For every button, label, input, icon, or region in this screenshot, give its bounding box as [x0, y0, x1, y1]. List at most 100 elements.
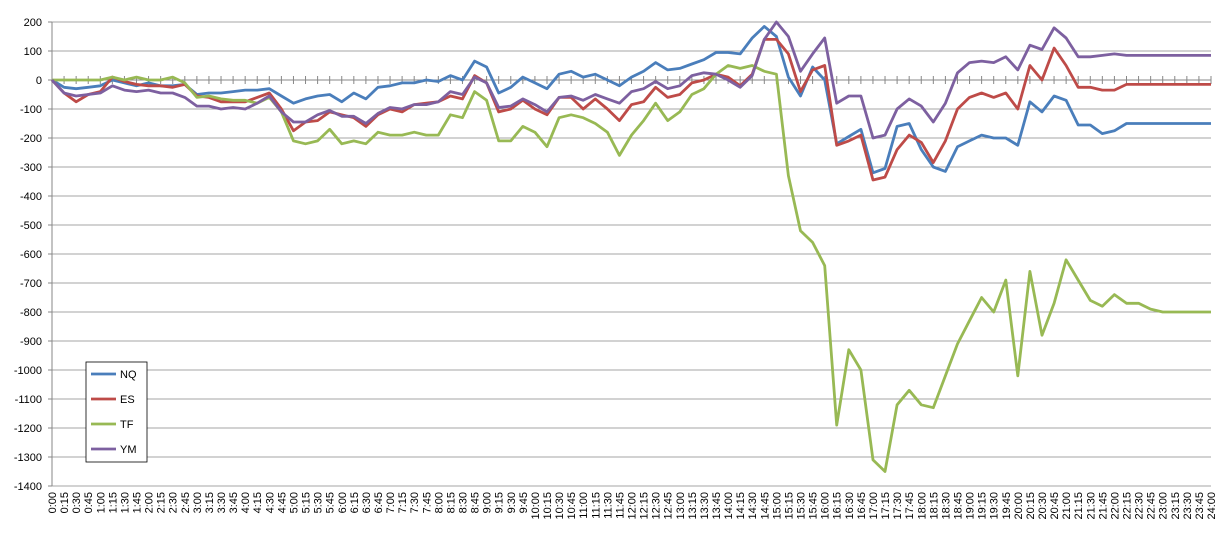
x-tick-label: 8:30 — [457, 492, 469, 513]
x-tick-label: 22:45 — [1146, 492, 1158, 520]
x-tick-label: 16:45 — [856, 492, 868, 520]
x-tick-label: 5:30 — [313, 492, 325, 513]
y-tick-label: -900 — [20, 336, 42, 348]
x-tick-label: 4:00 — [240, 492, 252, 513]
x-tick-label: 23:15 — [1170, 492, 1182, 520]
x-tick-label: 23:00 — [1158, 492, 1170, 520]
x-tick-label: 11:15 — [590, 492, 602, 519]
x-tick-label: 1:15 — [107, 492, 119, 513]
x-tick-label: 4:45 — [276, 492, 288, 513]
x-tick-label: 3:30 — [216, 492, 228, 513]
x-tick-label: 17:30 — [892, 492, 904, 520]
x-tick-label: 5:00 — [288, 492, 300, 513]
x-tick-label: 7:30 — [409, 492, 421, 513]
x-tick-label: 21:30 — [1085, 492, 1097, 520]
x-tick-label: 9:15 — [494, 492, 506, 513]
series-line — [51, 24, 1211, 175]
x-tick-label: 2:00 — [144, 492, 156, 513]
y-tick-label: -400 — [20, 191, 42, 203]
x-tick-label: 10:15 — [542, 492, 554, 520]
x-tick-label: 12:15 — [639, 492, 651, 520]
x-tick-label: 6:15 — [349, 492, 361, 513]
x-tick-label: 12:30 — [651, 492, 663, 520]
x-tick-label: 20:45 — [1049, 492, 1061, 520]
x-tick-label: 0:00 — [47, 492, 59, 513]
x-tick-label: 9:00 — [482, 492, 494, 513]
x-tick-label: 16:15 — [832, 492, 844, 520]
x-tick-label: 24:00 — [1206, 492, 1218, 520]
x-tick-label: 13:00 — [675, 492, 687, 520]
y-tick-label: -700 — [20, 278, 42, 290]
x-tick-label: 4:15 — [252, 492, 264, 513]
x-tick-label: 15:45 — [808, 492, 820, 520]
x-tick-label: 8:00 — [433, 492, 445, 513]
x-tick-label: 11:45 — [614, 492, 626, 519]
x-tick-label: 6:45 — [373, 492, 385, 513]
x-tick-label: 13:30 — [699, 492, 711, 520]
legend-label: YM — [120, 444, 137, 456]
x-tick-label: 0:15 — [59, 492, 71, 513]
x-tick-label: 20:00 — [1013, 492, 1025, 520]
x-tick-label: 2:30 — [168, 492, 180, 513]
x-tick-label: 8:15 — [445, 492, 457, 513]
x-tick-label: 12:00 — [627, 492, 639, 520]
x-tick-label: 21:00 — [1061, 492, 1073, 520]
y-tick-label: 100 — [24, 46, 42, 58]
y-tick-label: 200 — [24, 17, 42, 29]
x-tick-label: 11:00 — [578, 492, 590, 519]
x-tick-label: 22:30 — [1134, 492, 1146, 520]
x-tick-label: 22:15 — [1121, 492, 1133, 520]
x-tick-label: 17:45 — [904, 492, 916, 520]
x-tick-label: 18:30 — [940, 492, 952, 520]
x-tick-label: 1:00 — [95, 492, 107, 513]
x-tick-label: 6:30 — [361, 492, 373, 513]
x-tick-label: 5:15 — [301, 492, 313, 513]
x-tick-label: 14:15 — [735, 492, 747, 520]
x-tick-label: 19:45 — [1001, 492, 1013, 520]
x-tick-label: 10:30 — [554, 492, 566, 520]
x-tick-label: 15:15 — [783, 492, 795, 520]
x-tick-label: 9:45 — [518, 492, 530, 513]
legend-box — [85, 361, 148, 463]
x-tick-label: 3:15 — [204, 492, 216, 513]
x-tick-label: 10:00 — [530, 492, 542, 520]
x-tick-label: 2:15 — [156, 492, 168, 513]
x-tick-label: 3:00 — [192, 492, 204, 513]
y-tick-label: -1100 — [15, 394, 42, 406]
y-tick-label: 0 — [36, 75, 42, 87]
x-tick-label: 23:30 — [1182, 492, 1194, 520]
legend-label: TF — [120, 419, 134, 431]
legend-label: ES — [120, 394, 135, 406]
x-tick-label: 19:15 — [977, 492, 989, 520]
series-line — [50, 38, 1211, 182]
x-tick-label: 20:30 — [1037, 492, 1049, 520]
y-tick-label: -200 — [20, 133, 42, 145]
x-tick-label: 22:00 — [1109, 492, 1121, 520]
y-tick-label: -100 — [20, 104, 42, 116]
x-tick-label: 20:15 — [1025, 492, 1037, 520]
x-tick-label: 10:45 — [566, 492, 578, 520]
x-tick-label: 23:45 — [1194, 492, 1206, 520]
x-tick-label: 18:00 — [916, 492, 928, 520]
legend-label: NQ — [120, 369, 137, 381]
y-tick-label: -300 — [20, 162, 42, 174]
x-tick-label: 6:00 — [337, 492, 349, 513]
x-tick-label: 19:30 — [989, 492, 1001, 520]
x-tick-label: 18:15 — [928, 492, 940, 520]
x-tick-label: 16:00 — [820, 492, 832, 520]
x-tick-label: 2:45 — [180, 492, 192, 513]
x-tick-label: 5:45 — [325, 492, 337, 513]
x-tick-label: 15:30 — [796, 492, 808, 520]
x-tick-label: 14:30 — [747, 492, 759, 520]
y-tick-label: -1200 — [14, 423, 42, 435]
x-tick-label: 17:00 — [868, 492, 880, 520]
x-tick-label: 0:30 — [71, 492, 83, 513]
x-tick-label: 13:15 — [687, 492, 699, 520]
x-tick-label: 21:15 — [1073, 492, 1085, 520]
x-tick-label: 21:45 — [1097, 492, 1109, 520]
x-tick-label: 14:00 — [723, 492, 735, 520]
y-tick-label: -1400 — [14, 481, 42, 493]
x-tick-label: 7:00 — [385, 492, 397, 513]
y-tick-label: -800 — [20, 307, 42, 319]
